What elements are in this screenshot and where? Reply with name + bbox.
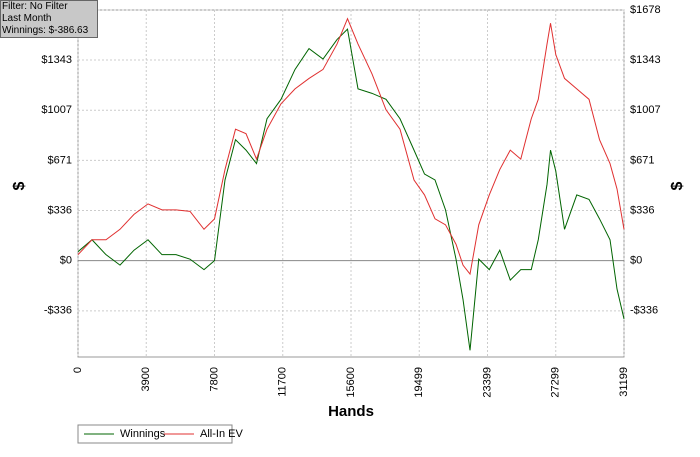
y2-tick-label: $671 [630,154,654,166]
y2-tick-label: $1343 [630,54,661,66]
y2-tick-label: $1678 [630,4,661,16]
y-tick-label: $671 [48,154,72,166]
x-tick-label: 7800 [208,367,220,391]
x-axis-title: Hands [328,403,374,420]
info-line: Winnings: $-386.63 [2,25,89,36]
x-tick-label: 31199 [618,367,630,397]
x-tick-label: 11700 [277,367,289,397]
series-line [77,17,625,276]
x-tick-label: 15600 [345,367,357,398]
y-tick-label: -$336 [44,305,72,317]
info-line: Filter: No Filter [2,1,68,12]
y-tick-label: $1007 [41,104,72,116]
y-tick-label: $0 [60,255,72,267]
x-tick-label: 23399 [481,367,493,398]
y-tick-label: $336 [48,204,72,216]
info-box: Filter: No Filter Last Month Winnings: $-3… [0,0,98,38]
y-tick-label: $1343 [41,54,72,66]
y2-tick-label: -$336 [630,305,658,317]
x-tick-label: 3900 [140,367,152,391]
y2-tick-label: $0 [630,255,642,267]
y2-tick-label: $1007 [630,104,661,116]
legend-label: All-In EV [200,428,243,440]
y-axis-title: $ [11,181,28,190]
y2-tick-label: $336 [630,204,654,216]
series-line [77,28,625,351]
y2-axis-title: $ [669,181,686,190]
x-tick-label: 0 [72,367,84,373]
legend-box [77,424,233,444]
x-tick-label: 19499 [413,367,425,398]
info-line: Last Month [2,13,52,24]
x-tick-label: 27299 [550,367,562,398]
legend-label: Winnings [120,428,166,440]
